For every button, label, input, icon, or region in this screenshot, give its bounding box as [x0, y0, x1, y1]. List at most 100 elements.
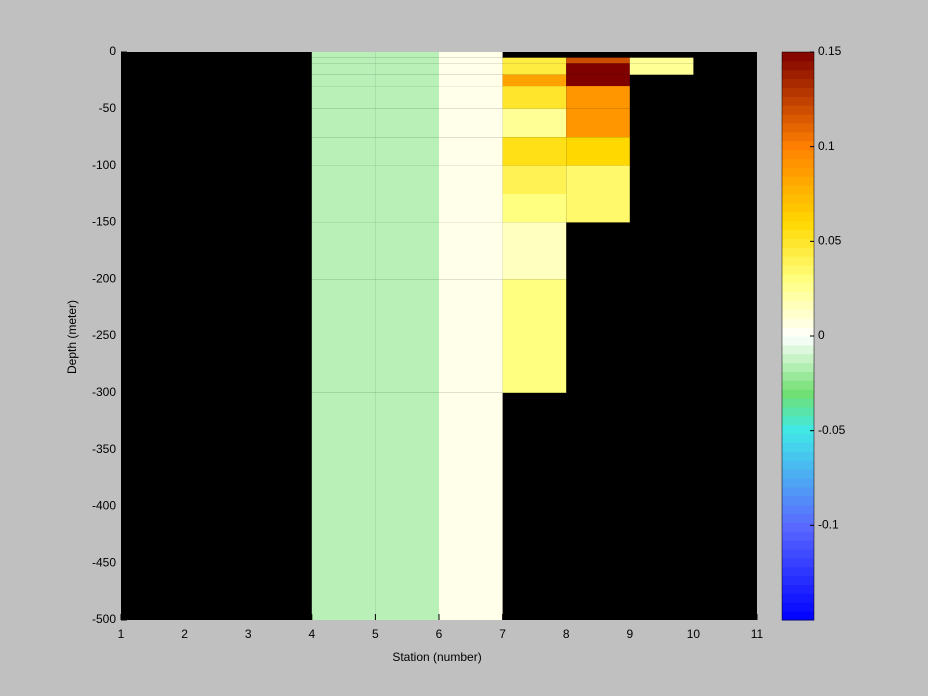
heatmap-cell: [311, 222, 376, 280]
colorbar-segment: [782, 273, 814, 284]
x-tick-label: 8: [563, 627, 570, 641]
heatmap-cell: [439, 279, 503, 393]
colorbar-segment: [782, 167, 814, 177]
heatmap-cell: [439, 137, 503, 166]
colorbar-segment: [782, 362, 814, 372]
colorbar-tick-label: 0: [818, 328, 825, 342]
colorbar-tick-label: 0.15: [818, 44, 842, 58]
heatmap-cell: [375, 52, 439, 58]
heatmap-cell: [566, 74, 630, 87]
heatmap-cell: [502, 57, 567, 64]
y-axis-label: Depth (meter): [65, 300, 79, 374]
heatmap-cell: [439, 392, 503, 620]
heatmap-cell: [375, 165, 439, 194]
heatmap-cell: [629, 63, 694, 75]
heatmap-cell: [566, 165, 630, 194]
heatmap-cell: [375, 392, 439, 620]
y-tick-label: -350: [92, 442, 116, 456]
colorbar-segment: [782, 344, 814, 355]
colorbar-segment: [782, 549, 814, 559]
heatmap-cell: [375, 63, 439, 75]
colorbar-segment: [782, 229, 814, 239]
y-tick-label: -300: [92, 385, 116, 399]
colorbar-segment: [782, 460, 814, 470]
heatmap-cell: [566, 137, 630, 166]
x-tick-label: 7: [499, 627, 506, 641]
colorbar-tick-label: -0.1: [818, 518, 839, 532]
colorbar-segment: [782, 371, 814, 381]
heatmap-cell: [439, 63, 503, 75]
colorbar-segment: [782, 123, 814, 133]
colorbar-segment: [782, 211, 814, 222]
colorbar-segment: [782, 522, 814, 532]
colorbar-segment: [782, 60, 814, 71]
heatmap-cell: [502, 108, 567, 138]
colorbar-segment: [782, 451, 814, 461]
colorbar-segment: [782, 131, 814, 142]
heatmap-cell: [439, 165, 503, 194]
heatmap-cell: [439, 194, 503, 223]
colorbar-segment: [782, 194, 814, 204]
heatmap-cell: [502, 63, 567, 75]
colorbar-segment: [782, 247, 814, 257]
heatmap-cell: [311, 392, 376, 620]
colorbar-segment: [782, 557, 814, 568]
heatmap-cell: [311, 52, 376, 58]
heatmap-cell: [375, 194, 439, 223]
y-tick-label: -450: [92, 555, 116, 569]
heatmap-cell: [311, 63, 376, 75]
x-tick-label: 4: [308, 627, 315, 641]
y-tick-label: -250: [92, 328, 116, 342]
colorbar-segment: [782, 575, 814, 585]
heatmap-cell: [375, 108, 439, 138]
heatmap-cell: [566, 63, 630, 75]
x-tick-label: 2: [181, 627, 188, 641]
heatmap-cell: [311, 108, 376, 138]
colorbar-segment: [782, 566, 814, 577]
colorbar-segment: [782, 220, 814, 230]
colorbar-segment: [782, 540, 814, 550]
colorbar-segment: [782, 300, 814, 310]
heatmap-cell: [502, 279, 567, 393]
heatmap-cell: [502, 137, 567, 166]
colorbar-segment: [782, 291, 814, 301]
heatmap-cell: [502, 86, 567, 109]
heatmap-cell: [439, 86, 503, 109]
heatmap-cell: [566, 108, 630, 138]
colorbar-tick-label: 0.1: [818, 139, 835, 153]
colorbar-segment: [782, 256, 814, 266]
heatmap-cell: [566, 86, 630, 109]
heatmap-cell: [311, 57, 376, 64]
colorbar-segment: [782, 158, 814, 168]
colorbar-segment: [782, 238, 814, 248]
x-tick-label: 11: [751, 627, 764, 641]
heatmap-cell: [311, 74, 376, 87]
heatmap-cell: [375, 279, 439, 393]
colorbar-segment: [782, 52, 814, 62]
colorbar-segment: [782, 602, 814, 612]
colorbar-segment: [782, 486, 814, 497]
colorbar-segment: [782, 478, 814, 488]
heatmap-cell: [629, 57, 694, 64]
y-tick-label: -200: [92, 271, 116, 285]
colorbar-segment: [782, 433, 814, 443]
colorbar-segment: [782, 282, 814, 293]
heatmap-cell: [311, 279, 376, 393]
colorbar-segment: [782, 593, 814, 603]
heatmap-cell: [311, 194, 376, 223]
heatmap-cell: [439, 74, 503, 87]
colorbar-segment: [782, 149, 814, 159]
x-tick-label: 5: [372, 627, 379, 641]
heatmap-cell: [439, 57, 503, 64]
colorbar-segment: [782, 105, 814, 115]
y-tick-label: -150: [92, 215, 116, 229]
heatmap-cell: [375, 57, 439, 64]
colorbar-segment: [782, 389, 814, 399]
y-tick-label: -100: [92, 158, 116, 172]
colorbar-segment: [782, 336, 814, 346]
colorbar-segment: [782, 415, 814, 426]
x-axis-label: Station (number): [392, 650, 481, 664]
heatmap-cell: [375, 86, 439, 109]
